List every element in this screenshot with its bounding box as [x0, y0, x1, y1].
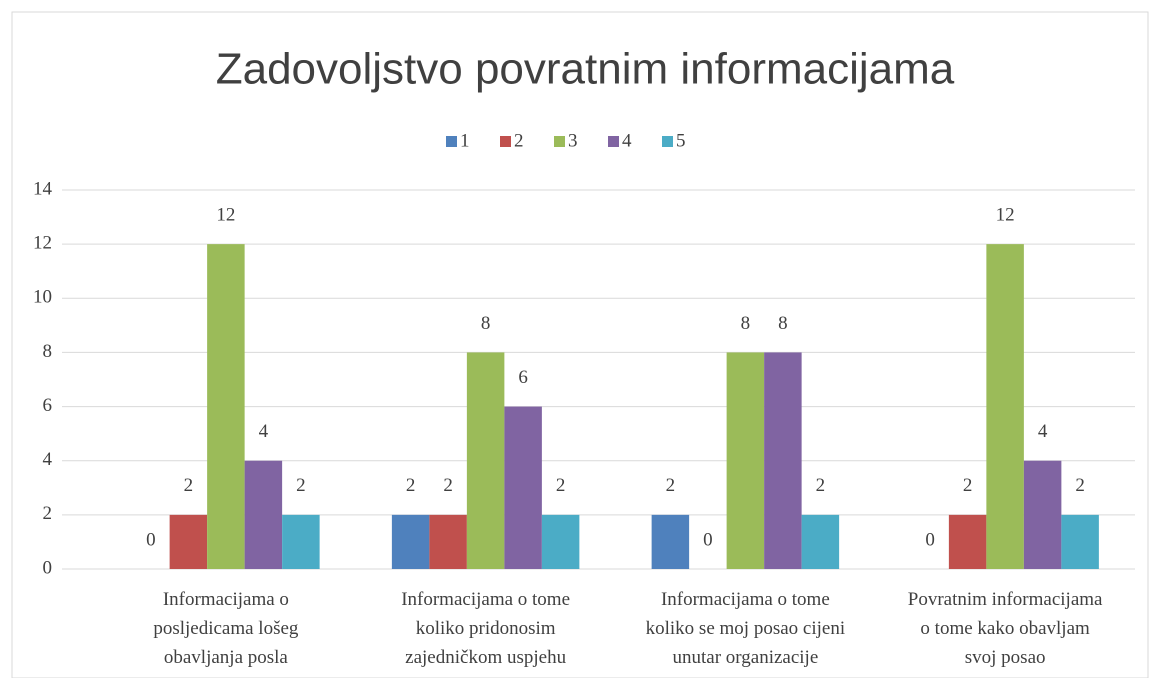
data-label: 12	[216, 205, 235, 226]
y-tick-label: 6	[43, 395, 53, 416]
bar	[764, 352, 802, 569]
bar	[986, 244, 1024, 569]
data-label: 2	[556, 475, 566, 496]
chart-title: Zadovoljstvo povratnim informacijama	[216, 45, 955, 94]
data-label: 8	[741, 313, 751, 334]
legend-swatch	[608, 136, 619, 147]
bar	[207, 244, 245, 569]
legend-label: 4	[622, 130, 632, 151]
data-label: 2	[666, 475, 676, 496]
bar	[391, 514, 430, 569]
y-tick-label: 14	[33, 178, 53, 199]
bar	[504, 406, 542, 569]
bar	[801, 514, 840, 569]
data-label: 2	[184, 475, 194, 496]
bar	[651, 514, 690, 569]
y-tick-label: 8	[43, 341, 53, 362]
x-tick-label: Povratnim informacijama o tome kako obavl…	[908, 589, 1103, 668]
bar	[244, 460, 283, 569]
legend-swatch	[446, 136, 457, 147]
data-label: 4	[1038, 421, 1048, 442]
bar	[169, 514, 208, 569]
bar	[466, 352, 505, 569]
data-label: 2	[406, 475, 416, 496]
data-label: 8	[481, 313, 491, 334]
bar	[541, 514, 580, 569]
data-label: 12	[996, 205, 1015, 226]
y-tick-label: 10	[33, 287, 52, 308]
data-label: 8	[778, 313, 788, 334]
data-label: 2	[963, 475, 973, 496]
y-tick-label: 12	[33, 233, 52, 254]
data-label: 0	[925, 529, 935, 550]
y-tick-label: 4	[43, 449, 53, 470]
data-label: 0	[146, 529, 156, 550]
data-label: 2	[1075, 475, 1085, 496]
data-label: 2	[443, 475, 453, 496]
bar	[726, 352, 765, 569]
legend-swatch	[662, 136, 673, 147]
legend-swatch	[500, 136, 511, 147]
data-label: 0	[703, 529, 713, 550]
data-label: 6	[518, 367, 528, 388]
legend-label: 1	[460, 130, 470, 151]
legend-swatch	[554, 136, 565, 147]
data-label: 2	[816, 475, 826, 496]
bar	[1023, 460, 1062, 569]
chart-frame	[11, 11, 1149, 678]
legend-label: 3	[568, 130, 578, 151]
data-label: 2	[296, 475, 306, 496]
bar	[429, 514, 467, 569]
x-tick-label: Informacijama o tome koliko se moj posao …	[646, 589, 845, 668]
y-tick-label: 0	[43, 557, 53, 578]
bar	[282, 514, 320, 569]
legend-label: 5	[676, 130, 686, 151]
y-tick-label: 2	[43, 503, 53, 524]
x-tick-label: Informacijama o posljedicama lošeg obavlja…	[153, 589, 299, 668]
bar	[948, 514, 987, 569]
x-tick-label: Informacijama o tome koliko pridonosim zaj…	[401, 589, 570, 668]
legend-label: 2	[514, 130, 524, 151]
data-label: 4	[259, 421, 269, 442]
bar	[1061, 514, 1099, 569]
